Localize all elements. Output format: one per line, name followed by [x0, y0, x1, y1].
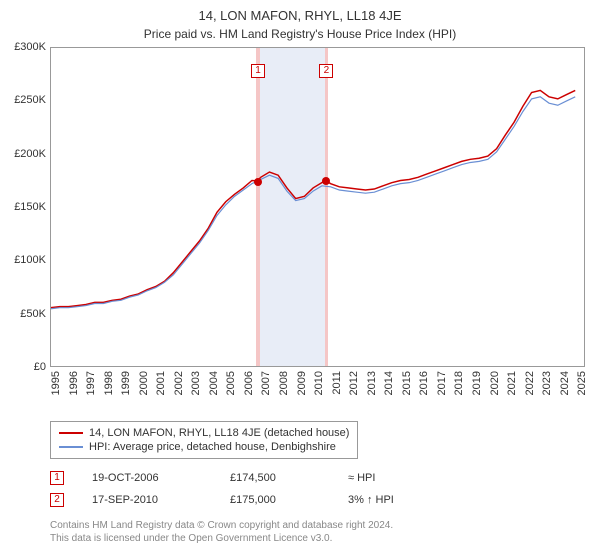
x-tick-label: 2019 [471, 371, 483, 395]
x-tick-label: 2016 [418, 371, 430, 395]
x-tick-label: 2005 [225, 371, 237, 395]
x-tick-label: 1997 [85, 371, 97, 395]
sale-date: 19-OCT-2006 [92, 472, 202, 484]
footer-line2: This data is licensed under the Open Gov… [50, 532, 600, 545]
x-tick-label: 2015 [401, 371, 413, 395]
page-subtitle: Price paid vs. HM Land Registry's House … [0, 23, 600, 47]
x-tick-label: 2007 [260, 371, 272, 395]
x-tick-label: 2008 [278, 371, 290, 395]
legend: 14, LON MAFON, RHYL, LL18 4JE (detached … [50, 421, 358, 459]
sale-delta: ≈ HPI [348, 472, 428, 484]
x-tick-label: 2021 [506, 371, 518, 395]
legend-item: 14, LON MAFON, RHYL, LL18 4JE (detached … [59, 426, 349, 440]
sale-row: 2 17-SEP-2010 £175,000 3% ↑ HPI [50, 489, 600, 511]
series-property [51, 90, 575, 307]
x-tick-label: 2020 [489, 371, 501, 395]
sale-date: 17-SEP-2010 [92, 494, 202, 506]
sales-table: 1 19-OCT-2006 £174,500 ≈ HPI 2 17-SEP-2010 £17… [50, 467, 600, 511]
x-tick-label: 2022 [524, 371, 536, 395]
sale-price: £175,000 [230, 494, 320, 506]
plot-area: 12 [50, 47, 585, 367]
y-tick-label: £0 [0, 361, 46, 373]
x-tick-label: 2002 [173, 371, 185, 395]
chart: £0£50K£100K£150K£200K£250K£300K 12 19951… [0, 47, 600, 417]
x-tick-label: 2023 [541, 371, 553, 395]
x-tick-label: 2012 [348, 371, 360, 395]
footer: Contains HM Land Registry data © Crown c… [50, 519, 600, 545]
sale-marker: 1 [50, 471, 64, 485]
y-tick-label: £300K [0, 41, 46, 53]
x-tick-label: 2000 [138, 371, 150, 395]
x-tick-label: 2024 [559, 371, 571, 395]
y-tick-label: £100K [0, 254, 46, 266]
x-tick-label: 1998 [103, 371, 115, 395]
page-title: 14, LON MAFON, RHYL, LL18 4JE [0, 0, 600, 23]
x-tick-label: 2017 [436, 371, 448, 395]
sale-delta: 3% ↑ HPI [348, 494, 428, 506]
x-tick-label: 1999 [120, 371, 132, 395]
x-tick-label: 2004 [208, 371, 220, 395]
series-hpi [51, 97, 575, 309]
legend-label: 14, LON MAFON, RHYL, LL18 4JE (detached … [89, 427, 349, 439]
x-tick-label: 2025 [576, 371, 588, 395]
x-tick-label: 2009 [296, 371, 308, 395]
chart-marker: 1 [251, 64, 265, 78]
sale-row: 1 19-OCT-2006 £174,500 ≈ HPI [50, 467, 600, 489]
x-tick-label: 1996 [68, 371, 80, 395]
legend-swatch [59, 432, 83, 434]
legend-swatch [59, 446, 83, 448]
y-tick-label: £250K [0, 94, 46, 106]
x-tick-label: 2001 [155, 371, 167, 395]
x-tick-label: 2010 [313, 371, 325, 395]
x-tick-label: 2003 [190, 371, 202, 395]
sale-marker: 2 [50, 493, 64, 507]
legend-label: HPI: Average price, detached house, Denb… [89, 441, 336, 453]
x-tick-label: 2013 [366, 371, 378, 395]
x-tick-label: 1995 [50, 371, 62, 395]
sale-point [322, 177, 330, 185]
footer-line1: Contains HM Land Registry data © Crown c… [50, 519, 600, 532]
y-tick-label: £50K [0, 308, 46, 320]
x-tick-label: 2018 [453, 371, 465, 395]
y-tick-label: £200K [0, 148, 46, 160]
x-tick-label: 2014 [383, 371, 395, 395]
x-tick-label: 2011 [331, 371, 343, 395]
y-tick-label: £150K [0, 201, 46, 213]
sale-price: £174,500 [230, 472, 320, 484]
chart-marker: 2 [319, 64, 333, 78]
x-tick-label: 2006 [243, 371, 255, 395]
legend-item: HPI: Average price, detached house, Denb… [59, 440, 349, 454]
sale-point [254, 178, 262, 186]
